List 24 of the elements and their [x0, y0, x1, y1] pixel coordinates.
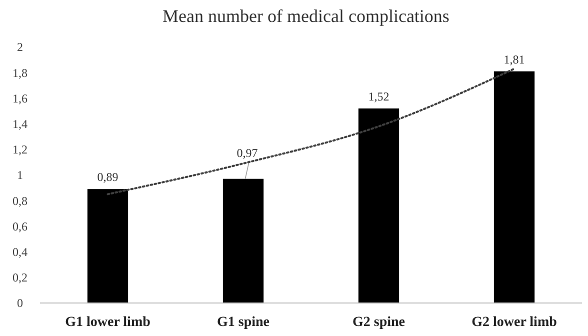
y-tick-label: 1,2 [12, 142, 28, 157]
data-label: 1,81 [504, 52, 525, 66]
y-tick-label: 2 [17, 40, 23, 54]
x-tick-label: G2 lower limb [472, 315, 558, 330]
bar [222, 178, 264, 303]
data-label: 0,89 [97, 170, 118, 184]
x-tick-label: G1 spine [216, 315, 270, 330]
y-tick-label: 0,6 [12, 219, 28, 234]
y-tick-label: 1,8 [12, 66, 28, 80]
data-label: 1,52 [368, 89, 390, 104]
y-tick-label: 0,8 [12, 194, 28, 208]
chart-title: Mean number of medical complications [162, 6, 450, 26]
bar [494, 71, 535, 303]
x-tick-label: G2 spine [352, 315, 406, 330]
y-tick-label: 1 [17, 168, 23, 182]
y-tick-label: 1,4 [12, 117, 28, 131]
y-tick-label: 0 [17, 296, 23, 310]
y-tick-label: 0,4 [12, 245, 28, 259]
bar [87, 189, 128, 303]
y-tick-label: 1,6 [12, 91, 28, 106]
x-tick-label: G1 lower limb [65, 315, 151, 330]
bar [358, 108, 400, 303]
y-tick-label: 0,2 [12, 270, 28, 285]
data-label: 0,97 [236, 146, 258, 160]
